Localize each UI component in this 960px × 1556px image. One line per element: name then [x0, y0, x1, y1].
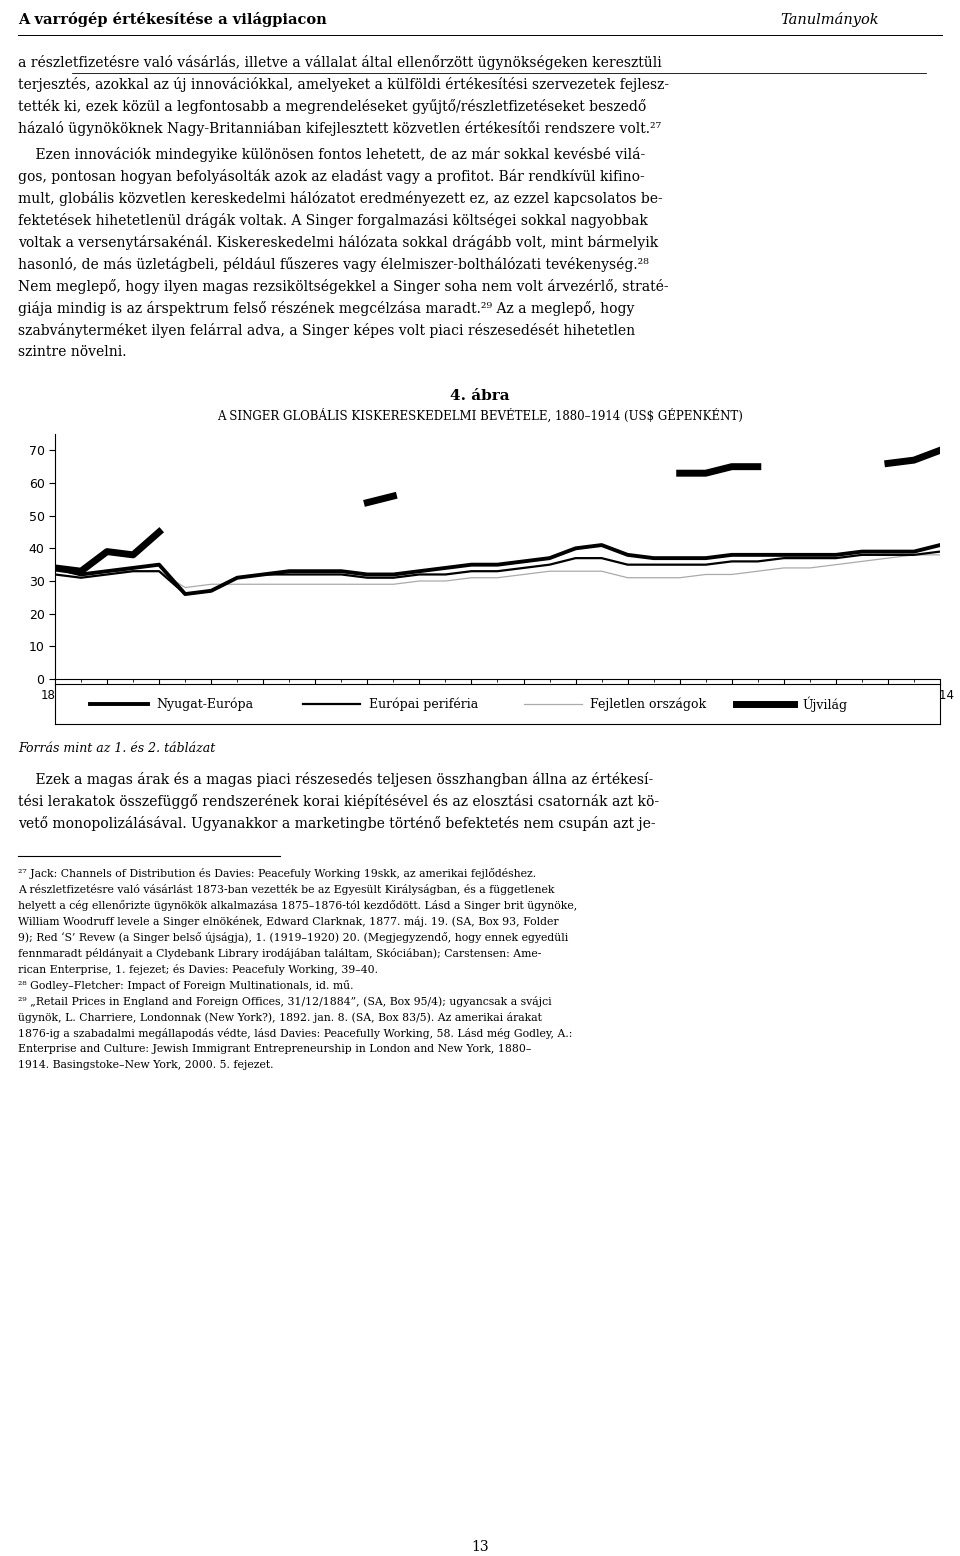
- Text: vető monopolizálásával. Ugyanakkor a marketingbe történő befektetés nem csupán a: vető monopolizálásával. Ugyanakkor a mar…: [18, 815, 656, 831]
- Text: házaló ügynököknek Nagy-Britanniában kifejlesztett közvetlen értékesítői rendsze: házaló ügynököknek Nagy-Britanniában kif…: [18, 121, 661, 135]
- Text: szintre növelni.: szintre növelni.: [18, 345, 127, 359]
- Text: A SINGER GLOBÁLIS KISKERESKEDELMI BEVÉTELE, 1880–1914 (US$ GÉPENKÉNT): A SINGER GLOBÁLIS KISKERESKEDELMI BEVÉTE…: [217, 409, 743, 423]
- Text: voltak a versenytársakénál. Kiskereskedelmi hálózata sokkal drágább volt, mint b: voltak a versenytársakénál. Kiskereskede…: [18, 235, 659, 251]
- Text: Nyugat-Európa: Nyugat-Európa: [156, 697, 253, 711]
- Text: tették ki, ezek közül a legfontosabb a megrendeléseket gyűjtő/részletfizetéseket: tették ki, ezek közül a legfontosabb a m…: [18, 100, 646, 114]
- Text: Ezen innovációk mindegyike különösen fontos lehetett, de az már sokkal kevésbé v: Ezen innovációk mindegyike különösen fon…: [18, 146, 645, 162]
- Text: 9); Red ‘S’ Revew (a Singer belső újságja), 1. (1919–1920) 20. (Megjegyzendő, ho: 9); Red ‘S’ Revew (a Singer belső újságj…: [18, 932, 568, 943]
- Text: gos, pontosan hogyan befolyásolták azok az eladást vagy a profitot. Bár rendkívü: gos, pontosan hogyan befolyásolták azok …: [18, 170, 645, 184]
- Text: Tanulmányok: Tanulmányok: [780, 12, 878, 26]
- Text: Nem meglepő, hogy ilyen magas rezsiköltségekkel a Singer soha nem volt árvezérlő: Nem meglepő, hogy ilyen magas rezsikölts…: [18, 279, 668, 294]
- Text: helyett a cég ellenőrizte ügynökök alkalmazása 1875–1876-tól kezdődött. Lásd a S: helyett a cég ellenőrizte ügynökök alkal…: [18, 899, 577, 912]
- Text: ²⁷ Jack: Channels of Distribution és Davies: Peacefuly Working 19skk, az amerika: ²⁷ Jack: Channels of Distribution és Dav…: [18, 868, 536, 879]
- Text: ²⁹ „Retail Prices in England and Foreign Offices, 31/12/1884”, (SA, Box 95/4); u: ²⁹ „Retail Prices in England and Foreign…: [18, 996, 552, 1007]
- Text: giája mindig is az árspektrum felső részének megcélzása maradt.²⁹ Az a meglepő, : giája mindig is az árspektrum felső rész…: [18, 300, 635, 316]
- Text: a részletfizetésre való vásárlás, illetve a vállalat által ellenőrzött ügynökség: a részletfizetésre való vásárlás, illetv…: [18, 54, 661, 70]
- Text: Ezek a magas árak és a magas piaci részesedés teljesen összhangban állna az érté: Ezek a magas árak és a magas piaci része…: [18, 772, 653, 787]
- Text: ügynök, L. Charriere, Londonnak (New York?), 1892. jan. 8. (SA, Box 83/5). Az am: ügynök, L. Charriere, Londonnak (New Yor…: [18, 1011, 541, 1022]
- Text: William Woodruff levele a Singer elnökének, Edward Clarknak, 1877. máj. 19. (SA,: William Woodruff levele a Singer elnökén…: [18, 916, 559, 927]
- Text: A varrógép értékesítése a világpiacon: A varrógép értékesítése a világpiacon: [18, 12, 326, 26]
- Text: szabványterméket ilyen felárral adva, a Singer képes volt piaci részesedését hih: szabványterméket ilyen felárral adva, a …: [18, 324, 636, 338]
- Text: mult, globális közvetlen kereskedelmi hálózatot eredményezett ez, az ezzel kapcs: mult, globális közvetlen kereskedelmi há…: [18, 191, 662, 205]
- Text: hasonló, de más üzletágbeli, például fűszeres vagy élelmiszer-bolthálózati tevék: hasonló, de más üzletágbeli, például fűs…: [18, 257, 649, 272]
- Text: Újvilág: Újvilág: [803, 696, 848, 711]
- Text: 13: 13: [471, 1540, 489, 1554]
- Text: A részletfizetésre való vásárlást 1873-ban vezették be az Egyesült Királyságban,: A részletfizetésre való vásárlást 1873-b…: [18, 884, 555, 895]
- Text: 1914. Basingstoke–New York, 2000. 5. fejezet.: 1914. Basingstoke–New York, 2000. 5. fej…: [18, 1060, 274, 1071]
- Text: 1876-ig a szabadalmi megállapodás védte, lásd Davies: Peacefully Working, 58. Lá: 1876-ig a szabadalmi megállapodás védte,…: [18, 1029, 572, 1039]
- Text: fennmaradt példányait a Clydebank Library irodájában találtam, Skóciában); Carst: fennmaradt példányait a Clydebank Librar…: [18, 948, 541, 958]
- Text: Forrás mint az 1. és 2. táblázat: Forrás mint az 1. és 2. táblázat: [18, 742, 215, 755]
- Text: tési lerakatok összefüggő rendszerének korai kiépítésével és az elosztási csator: tési lerakatok összefüggő rendszerének k…: [18, 794, 660, 809]
- Text: 4. ábra: 4. ábra: [450, 389, 510, 403]
- Text: rican Enterprise, 1. fejezet; és Davies: Peacefuly Working, 39–40.: rican Enterprise, 1. fejezet; és Davies:…: [18, 965, 378, 976]
- Text: Európai periféria: Európai periféria: [370, 697, 478, 711]
- Text: terjesztés, azokkal az új innovációkkal, amelyeket a külföldi értékesítési szerv: terjesztés, azokkal az új innovációkkal,…: [18, 76, 669, 92]
- Text: ²⁸ Godley–Fletcher: Impact of Foreign Multinationals, id. mű.: ²⁸ Godley–Fletcher: Impact of Foreign Mu…: [18, 980, 353, 991]
- Text: fektetések hihetetlenül drágák voltak. A Singer forgalmazási költségei sokkal na: fektetések hihetetlenül drágák voltak. A…: [18, 213, 648, 229]
- Text: Fejletlen országok: Fejletlen országok: [590, 697, 707, 711]
- Text: Enterprise and Culture: Jewish Immigrant Entrepreneurship in London and New York: Enterprise and Culture: Jewish Immigrant…: [18, 1044, 532, 1053]
